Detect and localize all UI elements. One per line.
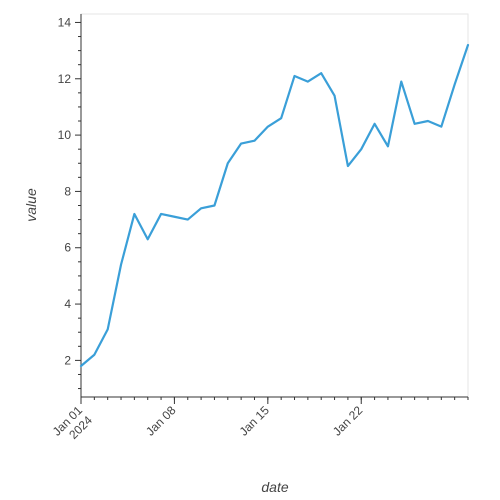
x-tick-label: Jan 22 [330, 403, 366, 439]
x-tick-label: Jan 15 [237, 403, 273, 439]
x-axis-title: date [261, 479, 288, 495]
y-tick-label: 14 [58, 15, 72, 29]
y-tick-label: 12 [58, 72, 72, 86]
y-tick-label: 6 [64, 241, 71, 255]
x-tick-label: Jan 012024 [50, 403, 96, 449]
y-tick-label: 10 [58, 128, 72, 142]
x-axis: Jan 012024 Jan 08 Jan 15 Jan 22 [50, 396, 469, 449]
y-tick-label: 8 [64, 184, 71, 198]
y-axis: 2 4 6 8 10 12 14 [58, 14, 82, 397]
series-line [79, 43, 470, 368]
y-tick-label: 2 [64, 353, 71, 367]
series-layer [79, 43, 470, 368]
x-tick-label: Jan 08 [143, 403, 179, 439]
y-axis-title: value [23, 188, 39, 222]
plot-frame [80, 13, 469, 398]
y-tick-label: 4 [64, 297, 71, 311]
